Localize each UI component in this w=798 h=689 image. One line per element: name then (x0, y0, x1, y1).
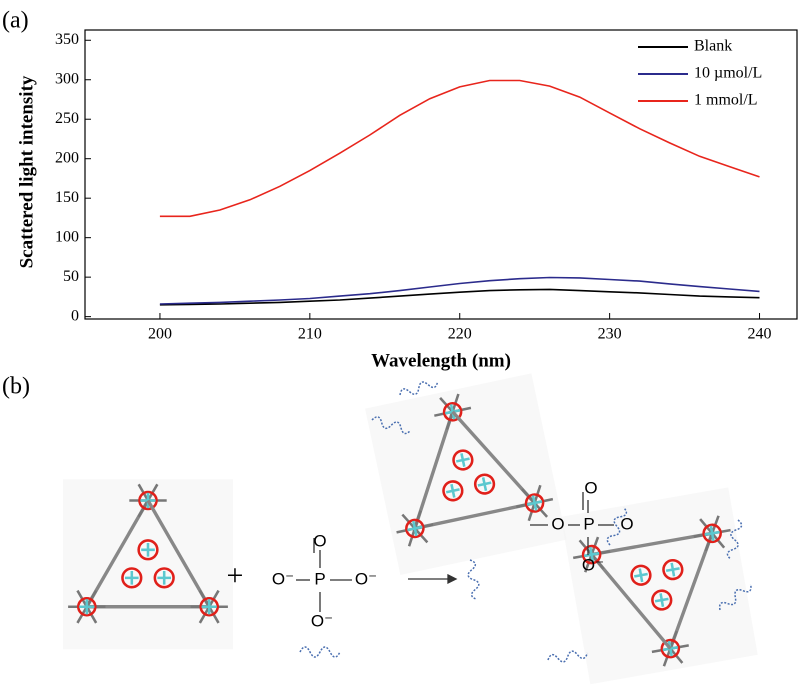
y-tick-label: 100 (55, 228, 79, 245)
y-tick-label: 0 (71, 307, 79, 324)
x-tick-label: 210 (298, 326, 322, 343)
y-tick-label: 250 (55, 110, 79, 127)
y-tick-label: 200 (55, 149, 79, 166)
legend-label: 1 mmol/L (694, 92, 758, 109)
atom: O (551, 514, 564, 533)
x-tick-label: 200 (148, 326, 172, 343)
atom: O (584, 478, 597, 497)
plot-frame (85, 30, 797, 319)
legend-label: 10 µmol/L (694, 65, 762, 82)
x-axis-label: Wavelength (nm) (371, 350, 511, 371)
y-tick-label: 350 (55, 31, 79, 48)
atom: O (313, 531, 326, 550)
plus-sign: + (227, 559, 244, 592)
chain (547, 649, 588, 665)
x-tick-label: 230 (598, 326, 622, 343)
atom: O⁻ (311, 611, 333, 630)
chain (466, 559, 482, 600)
x-tick-label: 240 (748, 326, 772, 343)
cluster-backdrop (365, 373, 567, 575)
panel-label: (a) (2, 8, 29, 34)
cluster (365, 373, 567, 575)
y-tick-label: 150 (55, 189, 79, 206)
molecular-structures (63, 373, 758, 684)
page: {"chart_data": {"type": "line", "panel_l… (0, 0, 798, 689)
atom: P (583, 514, 594, 533)
arrowhead (448, 575, 456, 583)
chain (300, 647, 340, 657)
atom: O (620, 514, 633, 533)
x-tick-label: 220 (448, 326, 472, 343)
series-line (160, 278, 760, 305)
y-tick-label: 50 (63, 268, 79, 285)
y-tick-label: 300 (55, 70, 79, 87)
y-axis-label: Scattered light intensity (16, 75, 37, 268)
figure: (a) Wavelength (nm) Scattered light inte… (0, 0, 798, 689)
cluster (63, 479, 233, 649)
atom: O⁻ (355, 569, 377, 588)
panel-label: (b) (2, 374, 30, 400)
series-line (160, 289, 760, 304)
atom: P (314, 569, 325, 588)
atom: O⁻ (272, 569, 294, 588)
atom: O⁻ (582, 555, 604, 574)
legend-label: Blank (694, 38, 732, 55)
